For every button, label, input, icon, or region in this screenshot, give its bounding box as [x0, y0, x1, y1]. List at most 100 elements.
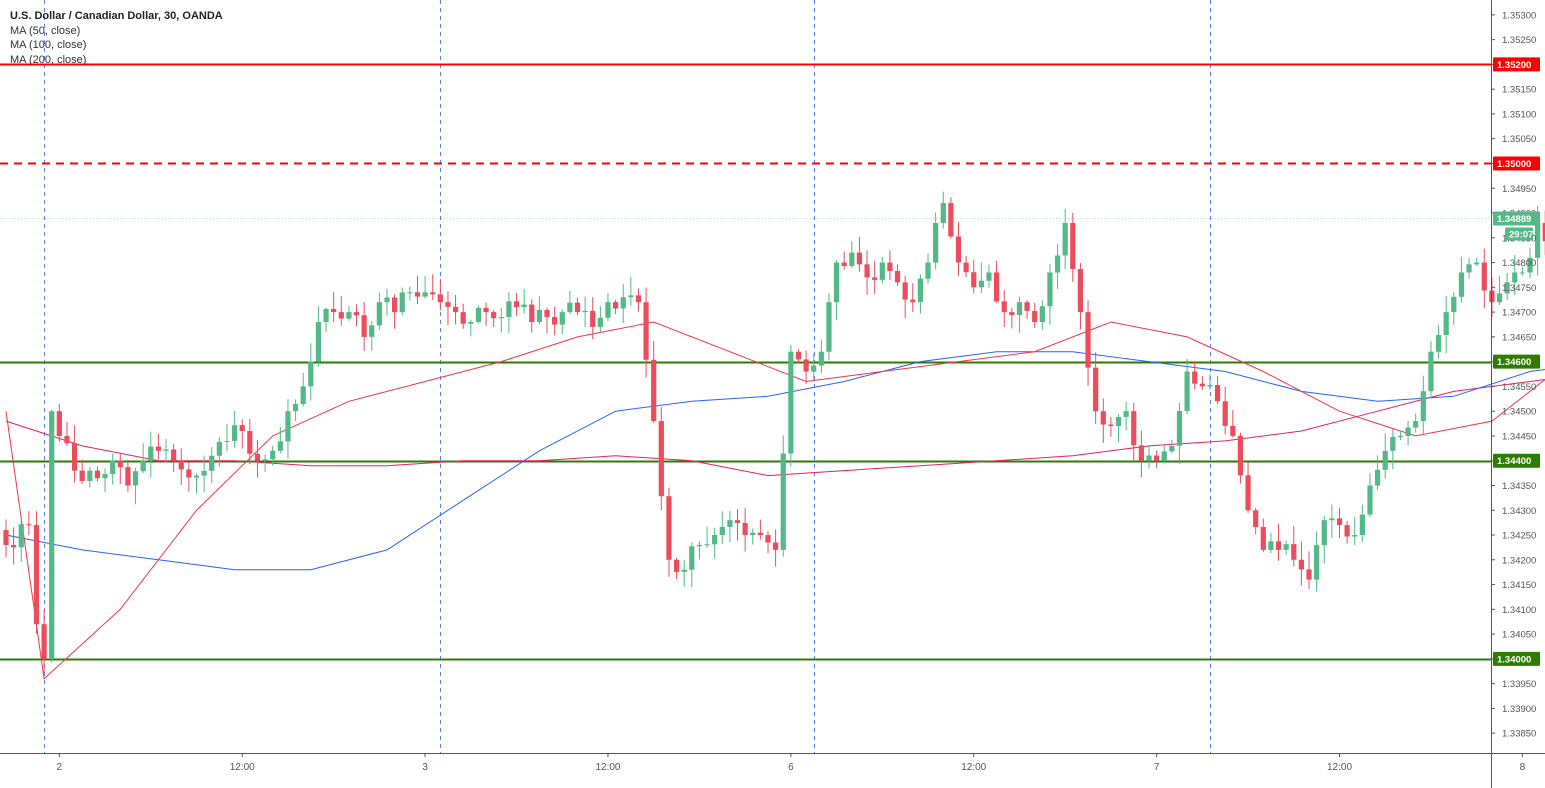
level-tag-label: 1.34400	[1497, 456, 1531, 467]
candle-body	[1207, 385, 1213, 387]
candle-body	[64, 435, 70, 444]
time-tick-label: 2	[57, 762, 63, 773]
candle-body	[1542, 222, 1545, 242]
candle-body	[902, 282, 908, 300]
price-tick-label: 1.34650	[1502, 332, 1536, 343]
candle-body	[1115, 416, 1122, 427]
candle-body	[483, 307, 489, 313]
candle-body	[1146, 455, 1152, 461]
candle-body	[1504, 282, 1510, 294]
candle-body	[613, 302, 619, 309]
candle-body	[955, 236, 962, 263]
price-tick-label: 1.35250	[1502, 35, 1536, 46]
candle-body	[1070, 222, 1076, 270]
level-tag-box	[1493, 651, 1540, 666]
candle-body	[712, 535, 718, 545]
chart-legend: U.S. Dollar / Canadian Dollar, 30, OANDA…	[10, 9, 223, 67]
candle-body	[1108, 424, 1114, 427]
candle-body	[1336, 518, 1343, 526]
candle-body	[1512, 272, 1518, 283]
candle-body	[658, 421, 664, 497]
candle-body	[71, 443, 78, 471]
candle-body	[1420, 391, 1426, 422]
candle-body	[1359, 514, 1365, 536]
candle-body	[910, 299, 916, 303]
candle-body	[1298, 559, 1304, 570]
candle-body	[933, 222, 939, 263]
candle-body	[1161, 451, 1167, 461]
candle-body	[1435, 334, 1442, 352]
level-tag-label: 1.35000	[1497, 159, 1531, 170]
candle-body	[788, 351, 794, 454]
candle-body	[1192, 371, 1198, 384]
candle-body	[978, 280, 984, 288]
candle-body	[285, 411, 291, 442]
candle-body	[392, 297, 398, 313]
time-tick-label: 3	[422, 762, 428, 773]
candle-body	[597, 317, 603, 327]
candle-body	[559, 312, 565, 325]
candle-body	[232, 425, 238, 441]
candlesticks	[3, 191, 1545, 676]
time-tick-label: 12:00	[230, 762, 255, 773]
candle-body	[33, 525, 40, 625]
candle-body	[1291, 544, 1297, 560]
candle-body	[110, 460, 116, 475]
candle-body	[727, 520, 733, 527]
candle-body	[971, 272, 977, 288]
candle-body	[1481, 262, 1487, 291]
candle-body	[689, 546, 695, 570]
candle-body	[11, 544, 17, 548]
candle-body	[292, 404, 299, 412]
candle-body	[1054, 255, 1061, 273]
candle-body	[925, 262, 931, 279]
ma100-legend[interactable]: MA (100, close)	[10, 39, 87, 51]
candle-body	[1275, 541, 1282, 550]
candle-body	[1443, 312, 1449, 335]
level-tag-box	[1493, 156, 1540, 171]
price-tick-label: 1.34450	[1502, 431, 1536, 442]
candle-body	[513, 301, 520, 308]
level-tag-label: 1.35200	[1497, 60, 1531, 71]
candle-body	[620, 297, 626, 309]
level-tag-label: 1.34600	[1497, 357, 1531, 368]
price-tick-label: 1.35050	[1502, 134, 1536, 145]
candle-body	[803, 359, 809, 372]
symbol-title[interactable]: U.S. Dollar / Canadian Dollar, 30, OANDA	[10, 10, 223, 22]
candle-body	[224, 440, 230, 442]
candle-body	[148, 446, 154, 461]
ma200-legend[interactable]: MA (200, close)	[10, 53, 87, 66]
ma50-legend[interactable]: MA (50, close)	[10, 24, 81, 37]
candle-body	[254, 453, 261, 461]
moving-averages	[5, 321, 1545, 680]
candle-body	[864, 264, 870, 278]
candle-body	[872, 277, 878, 280]
candle-body	[323, 308, 329, 323]
candle-body	[201, 470, 207, 476]
candle-body	[399, 292, 405, 313]
candle-body	[262, 459, 268, 461]
candle-body	[1382, 450, 1388, 470]
candle-body	[948, 203, 954, 237]
candle-body	[696, 544, 703, 547]
candle-body	[1375, 469, 1381, 486]
price-tick-label: 1.34550	[1502, 382, 1536, 393]
candle-body	[1428, 351, 1434, 392]
candle-body	[475, 307, 482, 323]
candle-body	[369, 325, 375, 337]
last-price-tag-box	[1493, 211, 1540, 226]
price-tick-label: 1.33950	[1502, 679, 1536, 690]
candle-body	[132, 471, 139, 486]
candle-body	[963, 262, 969, 273]
candle-body	[1085, 312, 1091, 368]
candle-body	[552, 317, 558, 325]
candle-body	[1245, 475, 1251, 511]
candle-body	[300, 386, 306, 405]
price-tick-label: 1.34050	[1502, 630, 1536, 641]
candle-body	[338, 312, 344, 319]
price-tick-label: 1.34950	[1502, 184, 1536, 195]
candle-body	[841, 262, 847, 266]
